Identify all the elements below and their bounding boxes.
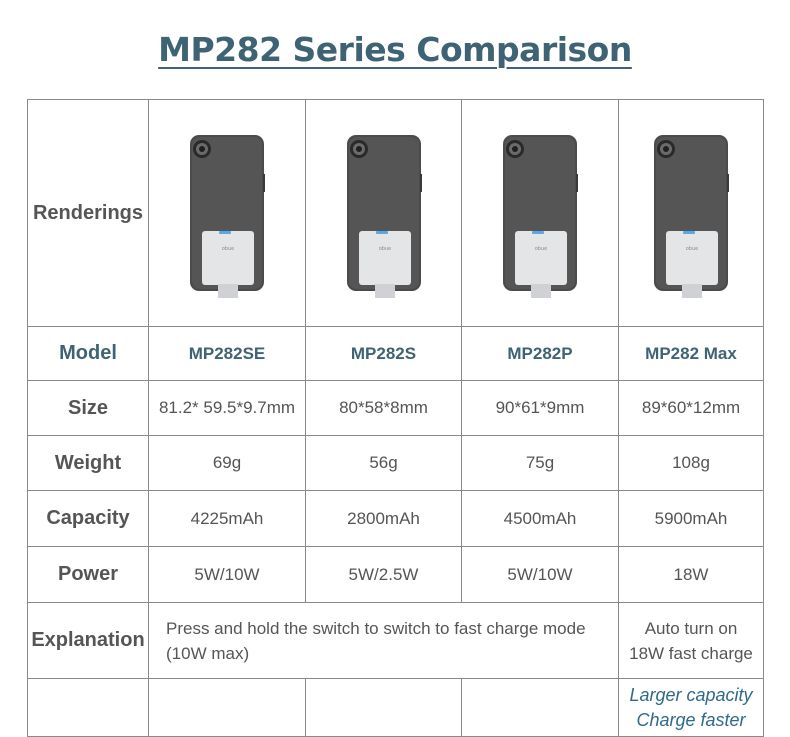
renderings-row: Renderings obue obue obue obue — [27, 99, 764, 327]
empty-cell — [305, 678, 462, 737]
weight-value: 69g — [148, 435, 306, 491]
weight-value: 108g — [618, 435, 764, 491]
empty-cell — [148, 678, 306, 737]
explanation-shared: Press and hold the switch to switch to f… — [148, 602, 619, 679]
comparison-table: Renderings obue obue obue obue Model MP2… — [27, 99, 764, 737]
empty-cell — [461, 678, 619, 737]
explanation-line: (10W max) — [166, 643, 250, 663]
size-value: 81.2* 59.5*9.7mm — [148, 380, 306, 436]
model-name: MP282S — [305, 326, 462, 381]
phone-battery-image: obue — [653, 134, 729, 298]
explanation-line: 18W fast charge — [629, 643, 753, 663]
capacity-row: Capacity 4225mAh 2800mAh 4500mAh 5900mAh — [27, 490, 764, 547]
note-line: Charge faster — [636, 709, 746, 730]
note-line: Larger capacity — [629, 684, 753, 705]
phone-battery-image: obue — [189, 134, 265, 298]
explanation-line: Auto turn on — [644, 618, 738, 638]
battery-pack-icon — [515, 231, 567, 285]
size-value: 89*60*12mm — [618, 380, 764, 436]
power-value: 18W — [618, 546, 764, 603]
power-value: 5W/10W — [461, 546, 619, 603]
capacity-value: 4225mAh — [148, 490, 306, 547]
size-value: 90*61*9mm — [461, 380, 619, 436]
capacity-value: 5900mAh — [618, 490, 764, 547]
rendering-cell: obue — [305, 99, 462, 327]
phone-battery-image: obue — [502, 134, 578, 298]
model-name: MP282 Max — [618, 326, 764, 381]
size-row: Size 81.2* 59.5*9.7mm 80*58*8mm 90*61*9m… — [27, 380, 764, 436]
empty-cell — [27, 678, 149, 737]
capacity-value: 2800mAh — [305, 490, 462, 547]
explanation-row: Explanation Press and hold the switch to… — [27, 602, 764, 679]
model-name: MP282P — [461, 326, 619, 381]
phone-battery-image: obue — [346, 134, 422, 298]
page-title: MP282 Series Comparison — [158, 30, 632, 69]
power-value: 5W/10W — [148, 546, 306, 603]
rendering-cell: obue — [618, 99, 764, 327]
row-label-model: Model — [27, 326, 149, 381]
row-label-capacity: Capacity — [27, 490, 149, 547]
svg-text:obue: obue — [686, 246, 698, 252]
svg-text:obue: obue — [222, 246, 234, 252]
row-label-power: Power — [27, 546, 149, 603]
weight-value: 75g — [461, 435, 619, 491]
battery-pack-icon — [358, 231, 411, 285]
model-row: Model MP282SE MP282S MP282P MP282 Max — [27, 326, 764, 381]
row-label-explanation: Explanation — [27, 602, 149, 679]
weight-value: 56g — [305, 435, 462, 491]
weight-row: Weight 69g 56g 75g 108g — [27, 435, 764, 491]
row-label-renderings: Renderings — [27, 99, 149, 327]
rendering-cell: obue — [461, 99, 619, 327]
explanation-line: Press and hold the switch to switch to f… — [166, 618, 586, 638]
size-value: 80*58*8mm — [305, 380, 462, 436]
note-row: Larger capacity Charge faster — [27, 678, 764, 737]
row-label-size: Size — [27, 380, 149, 436]
explanation-max: Auto turn on 18W fast charge — [618, 602, 764, 679]
row-label-weight: Weight — [27, 435, 149, 491]
model-name: MP282SE — [148, 326, 306, 381]
rendering-cell: obue — [148, 99, 306, 327]
battery-pack-icon — [666, 231, 718, 285]
power-row: Power 5W/10W 5W/2.5W 5W/10W 18W — [27, 546, 764, 603]
svg-text:obue: obue — [535, 246, 547, 252]
capacity-value: 4500mAh — [461, 490, 619, 547]
max-highlight-note: Larger capacity Charge faster — [618, 678, 764, 737]
svg-text:obue: obue — [378, 246, 390, 252]
power-value: 5W/2.5W — [305, 546, 462, 603]
battery-pack-icon — [202, 231, 254, 285]
